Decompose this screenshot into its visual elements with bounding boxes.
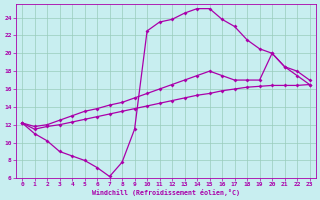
X-axis label: Windchill (Refroidissement éolien,°C): Windchill (Refroidissement éolien,°C) (92, 189, 240, 196)
